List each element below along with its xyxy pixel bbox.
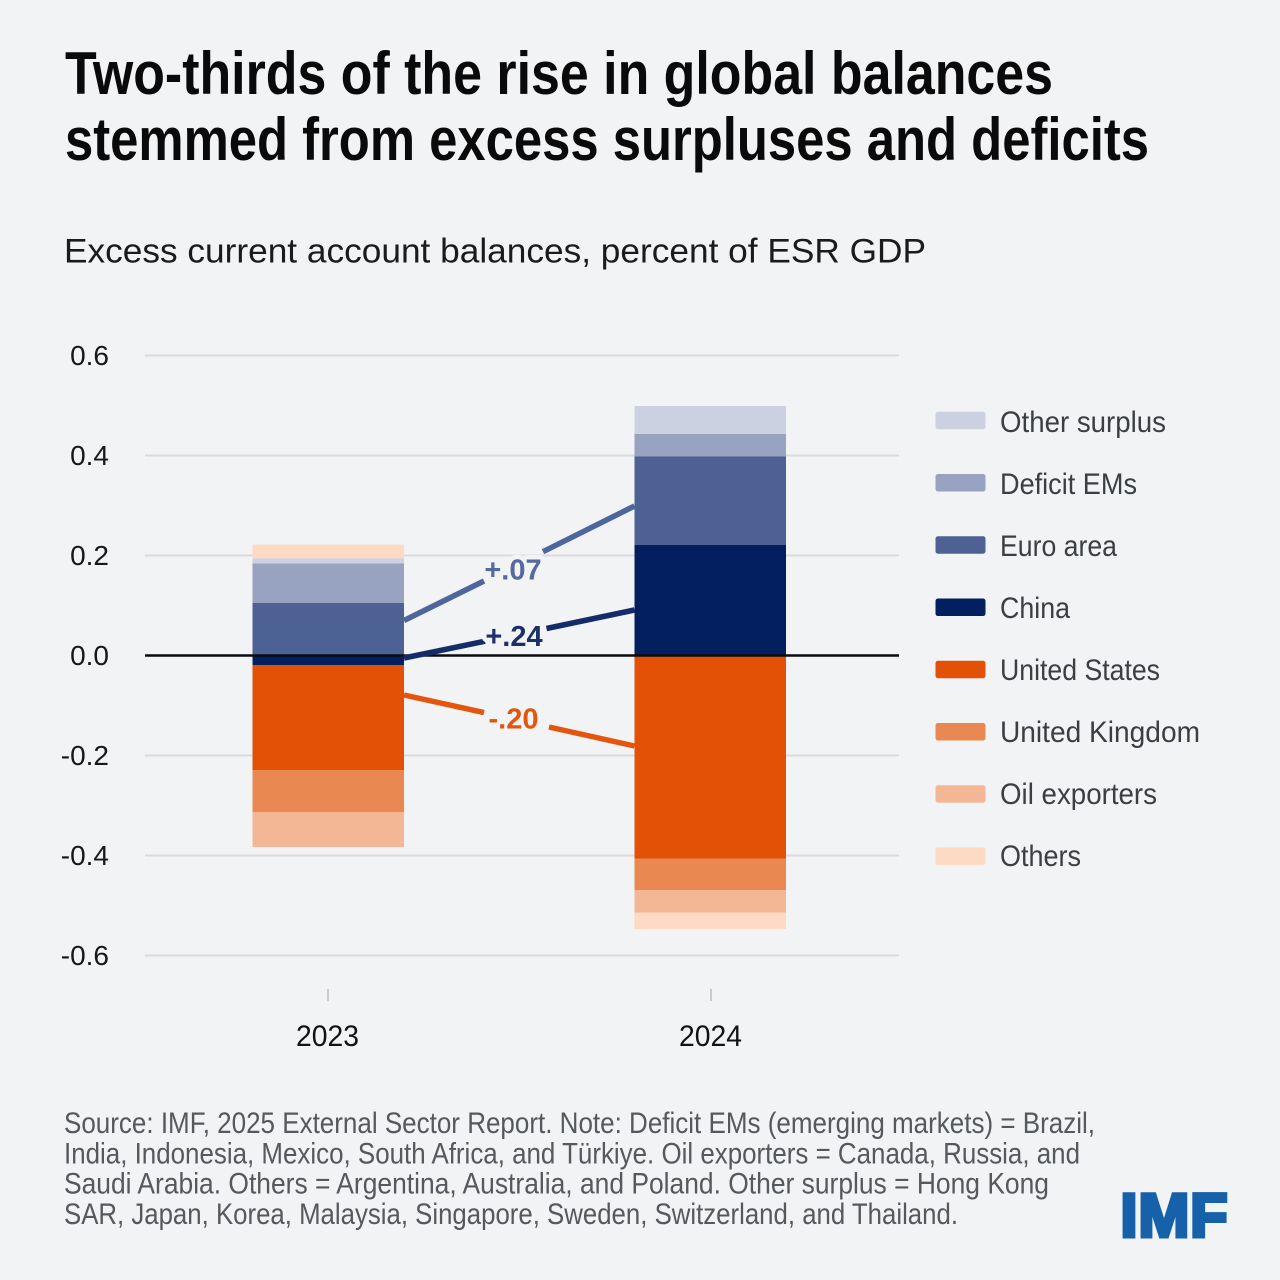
svg-text:2024: 2024 xyxy=(679,1020,742,1053)
svg-text:Oil exporters: Oil exporters xyxy=(1000,778,1157,811)
svg-text:0.4: 0.4 xyxy=(70,440,109,471)
svg-text:+.24: +.24 xyxy=(485,621,542,653)
svg-text:Excess current account balance: Excess current account balances, percent… xyxy=(64,233,926,271)
svg-text:Source: IMF, 2025 External Sec: Source: IMF, 2025 External Sector Report… xyxy=(64,1107,1095,1140)
svg-text:stemmed from excess surpluses: stemmed from excess surpluses and defici… xyxy=(65,106,1149,173)
svg-text:SAR, Japan, Korea, Malaysia, S: SAR, Japan, Korea, Malaysia, Singapore, … xyxy=(64,1198,958,1231)
svg-text:-0.2: -0.2 xyxy=(61,740,109,771)
svg-text:Saudi Arabia. Others = Argenti: Saudi Arabia. Others = Argentina, Austra… xyxy=(64,1168,1049,1201)
svg-text:+.07: +.07 xyxy=(484,554,541,586)
svg-text:Other surplus: Other surplus xyxy=(1000,406,1166,439)
svg-text:Two-thirds of the rise in glob: Two-thirds of the rise in global balance… xyxy=(65,40,1053,107)
svg-text:-0.4: -0.4 xyxy=(61,840,109,871)
svg-text:Euro area: Euro area xyxy=(1000,530,1117,563)
svg-text:United Kingdom: United Kingdom xyxy=(1000,716,1200,749)
svg-text:India, Indonesia, Mexico, Sout: India, Indonesia, Mexico, South Africa, … xyxy=(64,1137,1080,1170)
svg-text:2023: 2023 xyxy=(296,1020,359,1053)
svg-text:Others: Others xyxy=(1000,840,1081,873)
svg-text:United States: United States xyxy=(1000,654,1160,687)
svg-text:China: China xyxy=(1000,592,1070,625)
svg-text:-0.6: -0.6 xyxy=(61,940,109,971)
svg-text:-.20: -.20 xyxy=(489,704,539,736)
svg-text:IMF: IMF xyxy=(1121,1182,1229,1250)
svg-text:0.0: 0.0 xyxy=(70,640,109,671)
svg-text:Deficit EMs: Deficit EMs xyxy=(1000,468,1137,501)
svg-text:0.2: 0.2 xyxy=(70,540,109,571)
svg-text:0.6: 0.6 xyxy=(70,340,109,371)
